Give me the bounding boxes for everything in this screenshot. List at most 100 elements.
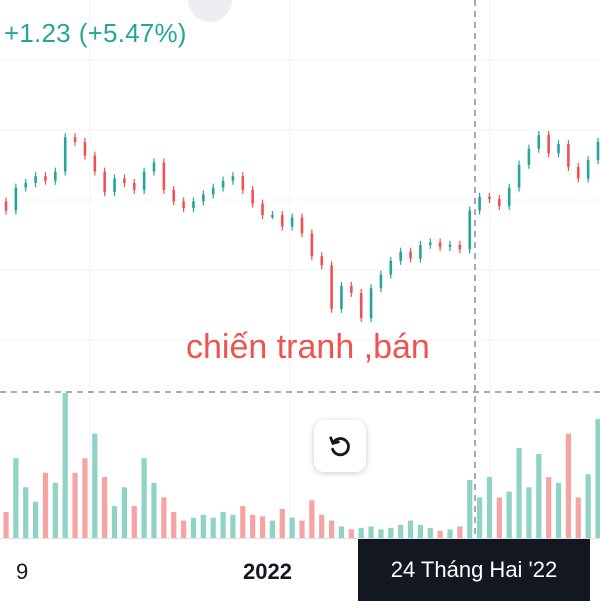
volume-bar bbox=[200, 514, 206, 538]
volume-bar bbox=[595, 419, 600, 538]
candle bbox=[310, 229, 314, 261]
volume-bar bbox=[151, 482, 157, 538]
volume-bar bbox=[496, 497, 502, 538]
volume-bar bbox=[585, 474, 591, 538]
volume-bar bbox=[141, 458, 147, 538]
candle bbox=[211, 183, 215, 199]
volume-bar bbox=[42, 472, 49, 538]
volume-bar bbox=[250, 514, 256, 538]
volume-bar bbox=[279, 509, 285, 538]
candlestick-chart[interactable] bbox=[0, 0, 600, 538]
chart-annotation-text[interactable]: chiến tranh ,bán bbox=[186, 328, 430, 366]
volume-bar bbox=[72, 472, 78, 538]
volume-bar bbox=[506, 491, 512, 538]
candle bbox=[419, 240, 422, 263]
time-tick-label: 9 bbox=[16, 559, 29, 584]
volume-bar bbox=[329, 520, 335, 538]
candle bbox=[557, 140, 560, 158]
candle bbox=[517, 160, 521, 192]
volume-bar bbox=[338, 526, 345, 538]
volume-bar bbox=[13, 458, 19, 538]
candle bbox=[576, 163, 580, 183]
volume-bar bbox=[407, 520, 414, 538]
candle bbox=[350, 281, 353, 297]
candle bbox=[330, 261, 333, 313]
candle bbox=[389, 256, 393, 279]
volume-bar bbox=[486, 477, 493, 538]
volume-bar bbox=[565, 433, 571, 538]
volume-bar bbox=[299, 520, 305, 538]
volume-bar bbox=[536, 453, 542, 538]
volume-bar bbox=[259, 516, 266, 538]
top-button-partial[interactable] bbox=[188, 0, 232, 22]
volume-bar bbox=[309, 500, 315, 538]
volume-bar bbox=[289, 517, 295, 538]
candle bbox=[488, 192, 491, 204]
candle bbox=[44, 172, 47, 185]
volume-bar bbox=[23, 487, 29, 538]
candle bbox=[478, 192, 481, 215]
volume-bar bbox=[516, 448, 522, 538]
candle bbox=[399, 247, 402, 265]
candle bbox=[547, 131, 550, 158]
candle bbox=[241, 172, 245, 194]
volume-bar bbox=[220, 511, 226, 538]
volume-bars bbox=[3, 393, 600, 538]
candle bbox=[202, 190, 205, 206]
volume-bar bbox=[457, 526, 463, 538]
candle bbox=[300, 213, 304, 238]
candle bbox=[369, 284, 373, 322]
candle bbox=[142, 167, 146, 194]
volume-bar bbox=[348, 529, 354, 538]
volume-bar bbox=[398, 524, 404, 538]
candle bbox=[182, 197, 185, 213]
volume-bar bbox=[131, 506, 137, 538]
candle bbox=[221, 176, 225, 192]
volume-bar bbox=[161, 497, 167, 538]
volume-bar bbox=[388, 527, 394, 538]
candle bbox=[83, 137, 87, 160]
grid-lines bbox=[0, 0, 600, 538]
candle bbox=[537, 131, 541, 153]
rotate-ccw-icon bbox=[329, 436, 350, 457]
candle bbox=[73, 133, 77, 146]
volume-bar bbox=[33, 501, 39, 538]
volume-bar bbox=[437, 530, 443, 538]
candle bbox=[586, 156, 590, 183]
candle bbox=[280, 211, 284, 231]
volume-bar bbox=[417, 524, 423, 538]
time-axis[interactable]: 9 2022 24 Tháng Hai '22 bbox=[0, 538, 600, 601]
volume-bar bbox=[230, 514, 236, 538]
price-change-absolute: +1.23 bbox=[4, 18, 71, 48]
candle bbox=[63, 133, 67, 176]
volume-bar bbox=[240, 506, 246, 538]
volume-bar bbox=[546, 477, 552, 538]
candle bbox=[428, 238, 432, 249]
candle bbox=[567, 140, 570, 172]
volume-bar bbox=[3, 511, 9, 538]
candle bbox=[103, 167, 106, 197]
candle bbox=[379, 270, 383, 293]
volume-bar bbox=[62, 393, 68, 538]
price-change-percent: (+5.47%) bbox=[78, 18, 187, 48]
volume-bar bbox=[181, 520, 187, 538]
crosshair-date-label: 24 Tháng Hai '22 bbox=[358, 539, 590, 601]
volume-bar bbox=[477, 497, 483, 538]
volume-bar bbox=[447, 529, 453, 538]
volume-bar bbox=[210, 517, 216, 538]
candle bbox=[290, 213, 294, 231]
candle bbox=[340, 281, 343, 313]
candle bbox=[24, 179, 28, 192]
candle bbox=[438, 238, 442, 252]
candle bbox=[498, 195, 501, 210]
candle bbox=[231, 172, 235, 185]
volume-bar bbox=[121, 487, 127, 538]
candle bbox=[527, 144, 531, 169]
volume-bar bbox=[368, 526, 374, 538]
candle bbox=[123, 174, 126, 188]
reset-chart-button[interactable] bbox=[314, 420, 366, 472]
volume-bar bbox=[555, 482, 562, 538]
candle bbox=[458, 240, 462, 254]
volume-bar bbox=[358, 527, 364, 538]
